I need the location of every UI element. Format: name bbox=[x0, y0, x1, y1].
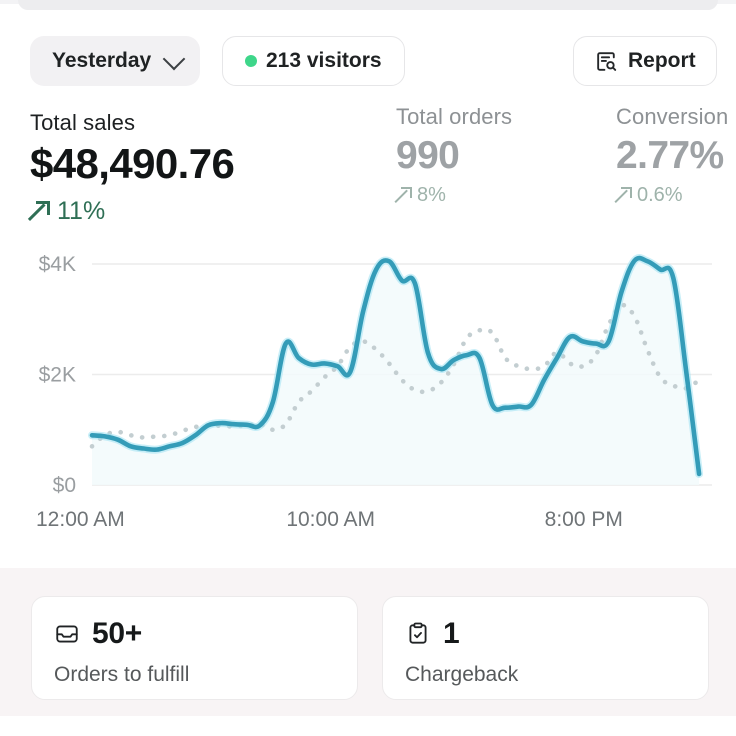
chart-x-axis: 12:00 AM 10:00 AM 8:00 PM bbox=[0, 508, 736, 544]
metric-total-orders[interactable]: Total orders 990 8% bbox=[396, 104, 512, 207]
y-axis-tick-label: $4K bbox=[39, 253, 76, 276]
metric-label: Conversion bbox=[616, 104, 729, 129]
y-axis-tick-label: $0 bbox=[53, 474, 76, 497]
header-controls: Yesterday 213 visitors Report bbox=[0, 36, 736, 88]
metric-label: Total sales bbox=[30, 110, 136, 135]
metric-delta-value: 0.6% bbox=[637, 184, 683, 206]
metric-value: $48,490.76 bbox=[30, 140, 235, 187]
report-button[interactable]: Report bbox=[573, 36, 717, 86]
tile-orders-to-fulfill[interactable]: 50+ Orders to fulfill bbox=[31, 596, 358, 700]
metric-delta: 8% bbox=[396, 184, 512, 207]
metric-value: 990 bbox=[396, 134, 460, 177]
tile-label: Orders to fulfill bbox=[54, 663, 190, 686]
chevron-down-icon bbox=[162, 47, 186, 71]
tile-label: Chargeback bbox=[405, 663, 519, 686]
bottom-white-strip bbox=[0, 716, 736, 736]
tile-chargeback[interactable]: 1 Chargeback bbox=[382, 596, 709, 700]
card-above-edge bbox=[18, 0, 718, 10]
report-search-icon bbox=[594, 49, 619, 74]
chart-canvas: $0 $2K $4K bbox=[39, 253, 712, 497]
metric-total-sales[interactable]: Total sales $48,490.76 11% bbox=[30, 110, 235, 226]
metric-delta: 11% bbox=[30, 197, 234, 226]
main-series-line bbox=[89, 255, 702, 477]
comparison-series-line bbox=[89, 302, 702, 449]
live-visitors-button[interactable]: 213 visitors bbox=[222, 36, 405, 86]
metric-delta-value: 11% bbox=[57, 197, 106, 225]
live-visitors-label: 213 visitors bbox=[266, 49, 382, 72]
tile-header: 1 bbox=[405, 617, 686, 651]
clipboard-check-icon bbox=[405, 621, 431, 647]
inbox-tray-icon bbox=[54, 621, 80, 647]
report-label: Report bbox=[628, 49, 696, 72]
arrow-up-icon bbox=[30, 201, 50, 221]
live-status-dot-icon bbox=[245, 55, 257, 67]
sales-line-chart[interactable]: $0 $2K $4K bbox=[0, 246, 736, 536]
date-range-label: Yesterday bbox=[52, 49, 152, 72]
tile-number: 1 bbox=[443, 617, 460, 650]
arrow-up-icon bbox=[396, 187, 412, 203]
date-range-selector[interactable]: Yesterday bbox=[30, 36, 201, 86]
metric-label: Total orders bbox=[396, 104, 513, 129]
x-axis-tick-label: 12:00 AM bbox=[36, 508, 125, 531]
tile-number: 50+ bbox=[92, 617, 142, 650]
y-axis-tick-label: $2K bbox=[39, 364, 76, 387]
x-axis-tick-label: 8:00 PM bbox=[544, 508, 623, 531]
tile-header: 50+ bbox=[54, 617, 335, 651]
metric-delta-value: 8% bbox=[417, 184, 446, 206]
x-axis-tick-label: 10:00 AM bbox=[286, 508, 376, 531]
metric-delta: 0.6% bbox=[616, 184, 728, 207]
metric-conversion-rate[interactable]: Conversion 2.77% 0.6% bbox=[616, 104, 728, 207]
metric-value: 2.77% bbox=[616, 134, 724, 177]
arrow-up-icon bbox=[616, 187, 632, 203]
